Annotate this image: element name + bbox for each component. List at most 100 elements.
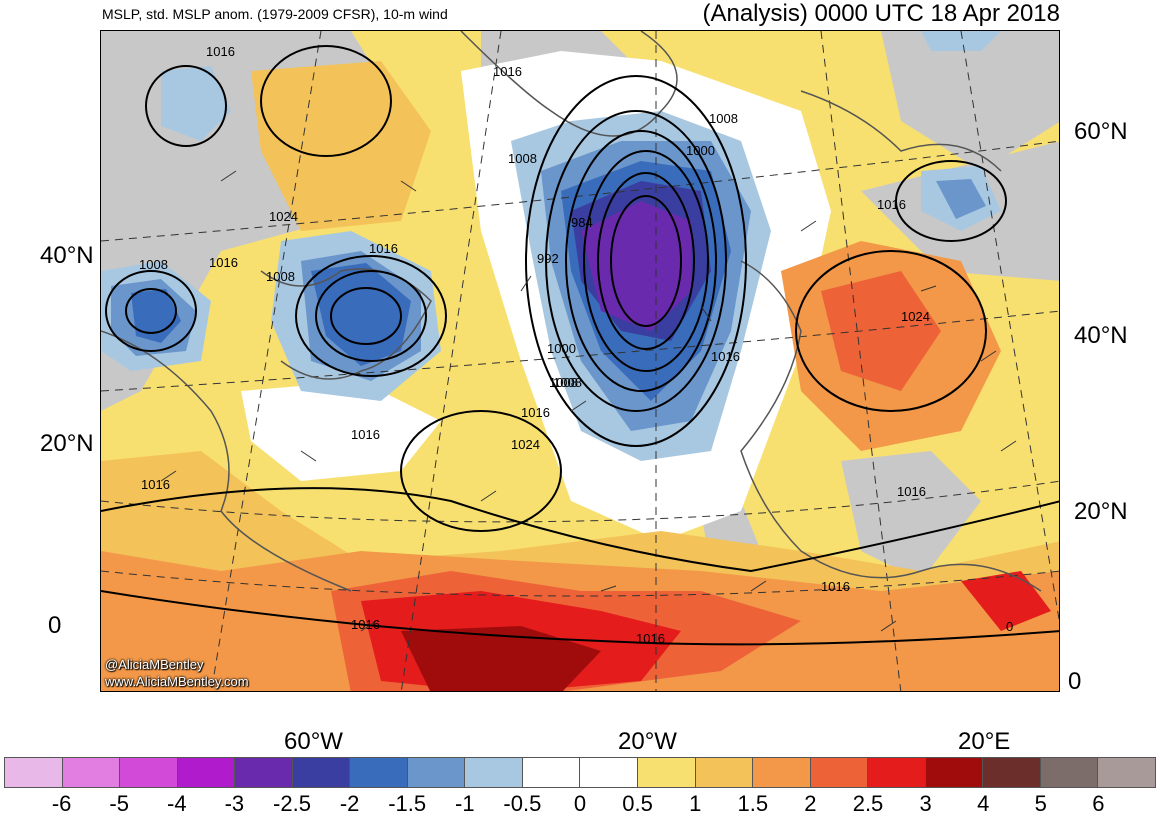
colorbar-labels: -6 -5 -4 -3 -2.5 -2 -1.5 -1 -0.5 0 0.5 1 1.5 2 2.5 3 4 5 6: [0, 791, 1160, 816]
isobar-atlantic-1024: [525, 75, 747, 447]
positive-anomaly-africa-east: [961, 571, 1051, 631]
negative-anomaly-atlantic-core: [581, 201, 691, 331]
lat-label-left-40n: 40°N: [40, 242, 94, 269]
isobar-label: 0: [1006, 619, 1013, 634]
colorbar-tick-label: -6: [51, 791, 72, 816]
isobar-tropics-1016: [101, 487, 1059, 573]
negative-anomaly-alaska: [161, 66, 231, 141]
colorbar-cell: [983, 758, 1041, 787]
isobar-label: 1024: [901, 309, 930, 324]
colorbar-tick-label: 1: [689, 791, 702, 816]
colorbar-cell: [407, 758, 466, 787]
isobar-label: 1016: [493, 64, 522, 79]
colorbar-cell: [1098, 758, 1155, 787]
lon-label-20w: 20°W: [618, 728, 677, 755]
isobar-label: 984: [571, 215, 593, 230]
isobar-alaska-1016: [145, 65, 227, 147]
map-panel: 1016 1016 1024 1008 1008 1016 1008 1016 …: [100, 30, 1060, 692]
isobar-label: 1008: [553, 375, 582, 390]
isobar-subtropical-1024: [400, 410, 562, 532]
colorbar-tick-label: -3: [224, 791, 245, 816]
isobar-pacific-1000: [125, 288, 177, 334]
isobar-label: 1008: [549, 375, 578, 390]
colorbar-cell: [177, 758, 236, 787]
colorbar-cell: [62, 758, 121, 787]
colorbar-tick-label: 2: [804, 791, 817, 816]
negative-anomaly-siberia-core: [936, 179, 986, 219]
colorbar-tick-label: -2.5: [273, 791, 311, 816]
graticule-lat-10: [101, 570, 1059, 597]
colorbar-cell: [522, 758, 581, 787]
isobar-label: 1016: [209, 255, 238, 270]
coastline-americas: [101, 330, 352, 592]
isobar-label: 1016: [351, 427, 380, 442]
graticule-lat-60: [101, 140, 1059, 242]
colorbar-cell: [465, 758, 523, 787]
negative-anomaly-us-core: [311, 263, 411, 366]
colorbar-tick-label: 0: [573, 791, 587, 816]
colorbar-tick-label: -2: [339, 791, 360, 816]
colorbar-cell: [5, 758, 63, 787]
isobar-label: 1024: [511, 437, 540, 452]
colorbar-tick-label: 2.5: [852, 791, 884, 816]
colorbar-tick-label: 3: [919, 791, 932, 816]
negative-anomaly-arctic: [921, 31, 1001, 51]
isobar-atlantic-984: [610, 195, 682, 327]
coastlines: [101, 31, 1042, 592]
isobars: [101, 45, 1059, 646]
lat-label-right-60n: 60°N: [1074, 118, 1128, 145]
isobar-label: 1016: [711, 349, 740, 364]
isobar-us-1000: [330, 287, 402, 345]
map-title: MSLP, std. MSLP anom. (1979-2009 CFSR), …: [102, 6, 448, 22]
coastline-us-east: [260, 268, 432, 380]
isobar-atlantic-1008: [565, 130, 717, 392]
isobar-pacific-1008: [105, 270, 197, 352]
isobar-label: 1008: [508, 151, 537, 166]
graticule-lat-20: [101, 480, 1059, 523]
isobar-label: 1000: [547, 341, 576, 356]
colorbar-tick-label: 6: [1092, 791, 1105, 816]
colorbar-tick-label: -1.5: [388, 791, 427, 816]
lat-label-right-0: 0: [1068, 668, 1082, 695]
coastline-scandinavia: [800, 90, 1002, 172]
colorbar-tick-label: 1.5: [737, 791, 769, 816]
colorbar-cell: [350, 758, 408, 787]
credit-website[interactable]: www.AliciaMBentley.com: [105, 674, 249, 689]
colorbar-cell: [1040, 758, 1099, 787]
colorbar-tick-label: -5: [109, 791, 129, 816]
isobar-label: 1016: [206, 44, 235, 59]
lat-label-right-20n: 20°N: [1074, 498, 1128, 525]
colorbar-tick-label: 5: [1034, 791, 1047, 816]
isobar-label: 1016: [877, 197, 906, 212]
colorbar-cell: [868, 758, 926, 787]
isobar-siberia-1016: [895, 160, 1007, 242]
isobar-label: 1016: [821, 579, 850, 594]
lat-label-right-40n: 40°N: [1074, 322, 1128, 349]
isobar-label-group: 1016 1016 1024 1008 1008 1016 1008 1016 …: [139, 44, 1013, 646]
isobar-label: 1008: [139, 257, 168, 272]
neutral-region-scandinavia: [881, 31, 1059, 171]
lat-label-left-0: 0: [48, 612, 62, 639]
isobar-label: 1016: [636, 631, 665, 646]
colorbar-cell: [695, 758, 754, 787]
colorbar-cell: [292, 758, 351, 787]
coastline-africa-europe: [740, 260, 1042, 592]
isobar-label: 1008: [266, 269, 295, 284]
positive-anomaly-europe-core: [821, 271, 941, 391]
lon-label-60w: 60°W: [284, 728, 343, 755]
colorbar-cell: [120, 758, 178, 787]
graticule-lat-40: [101, 310, 1059, 392]
coastline-greenland: [460, 31, 678, 137]
positive-anomaly-greenland: [251, 61, 431, 231]
isobar-label: 1008: [709, 111, 738, 126]
colorbar-cell: [753, 758, 811, 787]
positive-anomaly-tropics-max: [401, 626, 601, 691]
graticule: [101, 31, 1059, 691]
colorbar-tick-label: -1: [455, 791, 475, 816]
zero-anomaly-region-west: [241, 381, 441, 481]
isobar-label: 1016: [351, 617, 380, 632]
analysis-time-title: (Analysis) 0000 UTC 18 Apr 2018: [702, 0, 1060, 27]
isobar-us-1016: [295, 255, 447, 377]
isobar-europe-1024: [795, 250, 987, 412]
colorbar: [4, 757, 1156, 788]
